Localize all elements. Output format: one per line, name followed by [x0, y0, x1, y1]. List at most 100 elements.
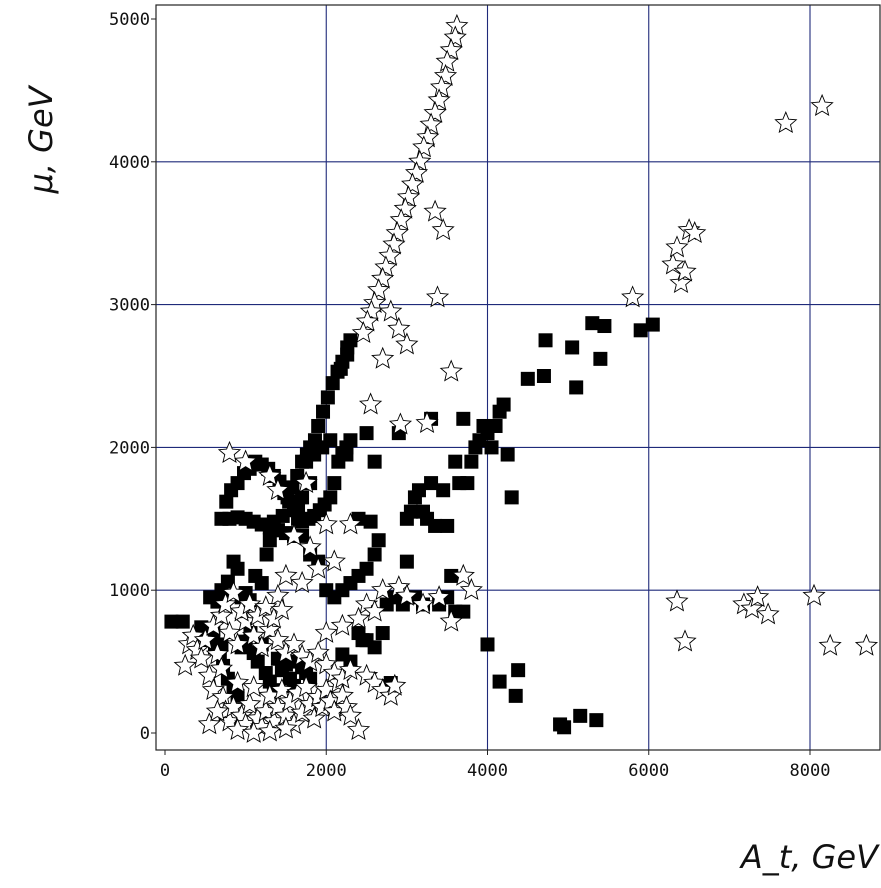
star-point [234, 449, 258, 472]
square-point [557, 720, 572, 735]
star-point [854, 633, 879, 656]
star-point [388, 412, 413, 435]
star-point [683, 221, 707, 244]
square-point [460, 476, 475, 491]
square-point [633, 323, 648, 338]
star-point [427, 585, 451, 608]
star-point [258, 463, 282, 486]
star-point [439, 359, 463, 382]
square-point [250, 654, 265, 669]
square-point [436, 483, 451, 498]
square-point [520, 371, 535, 386]
star-point [282, 523, 306, 546]
square-point [424, 476, 439, 491]
x-tick-label: 4000 [467, 761, 508, 781]
square-point [569, 380, 584, 395]
square-point [259, 547, 274, 562]
y-tick-labels: 0 1000 2000 3000 4000 5000 [109, 10, 156, 744]
star-point [673, 259, 697, 282]
star-point [209, 656, 234, 679]
star-point [189, 646, 213, 669]
star-point [802, 583, 826, 606]
star-point [419, 112, 443, 135]
square-point [323, 433, 338, 448]
star-point [346, 717, 371, 740]
square-point [343, 433, 358, 448]
square-point [220, 574, 235, 589]
star-point [250, 635, 274, 658]
square-point [484, 440, 499, 455]
square-point [492, 674, 507, 689]
star-point [173, 653, 197, 676]
star-point [306, 556, 330, 579]
star-point [294, 675, 318, 698]
square-point [359, 561, 374, 576]
star-point [385, 221, 409, 244]
y-tick-label: 5000 [109, 10, 150, 30]
square-point [504, 490, 519, 505]
square-point [219, 494, 234, 509]
x-tick-label: 6000 [628, 761, 669, 781]
star-point [270, 598, 294, 621]
star-point [673, 629, 697, 652]
square-point [496, 397, 511, 412]
star-point [810, 93, 834, 116]
star-point [314, 620, 338, 643]
star-point [225, 670, 250, 693]
star-point [306, 640, 330, 663]
star-point [302, 706, 326, 729]
square-point [573, 708, 588, 723]
square-point [585, 316, 600, 331]
star-point [412, 135, 436, 158]
square-point [164, 614, 179, 629]
star-point [205, 699, 230, 722]
star-point [439, 609, 463, 632]
square-point [333, 361, 348, 376]
star-point [415, 410, 439, 433]
star-point [217, 440, 242, 463]
square-point [375, 626, 390, 641]
star-point [221, 580, 246, 603]
star-point [225, 632, 250, 655]
star-point [314, 512, 338, 535]
y-tick-label: 1000 [109, 581, 150, 601]
square-point [399, 554, 414, 569]
square-point [327, 476, 342, 491]
square-point [359, 426, 374, 441]
square-point [367, 454, 382, 469]
x-tick-label: 8000 [790, 761, 831, 781]
series-stars [173, 13, 879, 743]
star-point [745, 585, 770, 608]
star-point [242, 675, 266, 698]
y-tick-label: 4000 [109, 153, 150, 173]
star-point [270, 678, 294, 701]
x-tick-label: 2000 [306, 761, 347, 781]
square-point [367, 547, 382, 562]
star-point [408, 149, 432, 172]
square-point [428, 518, 443, 533]
star-point [756, 602, 780, 625]
x-tick-labels: 0 2000 4000 6000 8000 [160, 750, 831, 781]
star-point [431, 218, 455, 241]
star-point [322, 549, 346, 572]
square-point [278, 657, 293, 672]
square-point [511, 663, 526, 678]
star-point [383, 673, 407, 696]
star-point [217, 620, 242, 643]
star-point [371, 346, 395, 369]
star-point [665, 589, 689, 612]
star-point [379, 299, 403, 322]
star-point [197, 712, 221, 735]
star-point [338, 703, 363, 726]
star-point [423, 199, 447, 222]
star-point [266, 628, 290, 651]
square-point [645, 317, 660, 332]
star-point [395, 583, 419, 606]
star-point [425, 285, 450, 308]
star-point [298, 535, 322, 558]
square-point [448, 454, 463, 469]
square-point [323, 490, 338, 505]
star-point [238, 592, 262, 615]
square-point [500, 447, 515, 462]
star-point [330, 613, 354, 636]
